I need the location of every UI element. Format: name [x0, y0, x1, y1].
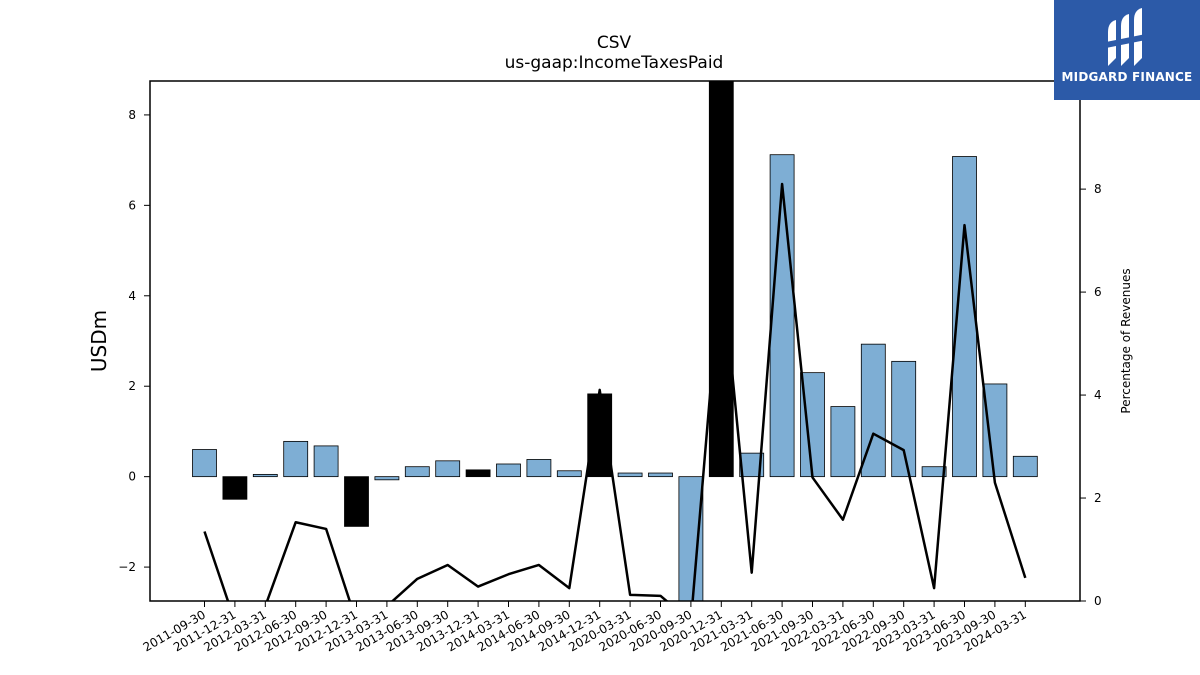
- y2tick-label: 2: [1094, 491, 1102, 505]
- bar-2013-09-30: [435, 460, 461, 478]
- bar-2012-09-30: [313, 445, 339, 478]
- bar-2020-03-31: [617, 472, 643, 478]
- bar-2011-09-30: [192, 449, 217, 478]
- bar-2014-06-30: [526, 459, 552, 478]
- midgard-logo-icon: [1106, 8, 1146, 66]
- chart-subtitle: us-gaap:IncomeTaxesPaid: [505, 53, 724, 73]
- y2-axis-ticks: 0 2 4 6 8: [1080, 182, 1102, 608]
- y-axis-label: USDm: [87, 310, 111, 372]
- bar-2012-06-30: [283, 440, 309, 478]
- y-axis-ticks: −2 0 2 4 6 8: [118, 108, 150, 574]
- ytick-label: −2: [118, 560, 136, 574]
- bars-layer: [192, 81, 1038, 601]
- brand-logo-text: MIDGARD FINANCE: [1061, 70, 1193, 84]
- line-layer: [203, 182, 1027, 601]
- bar-2014-09-30: [556, 470, 582, 478]
- ytick-label: 2: [128, 379, 136, 393]
- ytick-label: 4: [128, 289, 136, 303]
- y2tick-label: 8: [1094, 182, 1102, 196]
- bar-2011-12-31: [222, 476, 248, 500]
- bar-2022-09-30: [891, 360, 917, 478]
- ytick-label: 6: [128, 198, 136, 212]
- y2tick-label: 6: [1094, 285, 1102, 299]
- bar-2020-06-30: [648, 472, 673, 478]
- bar-2012-12-31: [344, 476, 369, 527]
- ytick-label: 8: [128, 108, 136, 122]
- bar-2013-12-31: [465, 469, 491, 478]
- bar-2014-12-31: [587, 393, 613, 478]
- y2tick-label: 0: [1094, 594, 1102, 608]
- y2tick-label: 4: [1094, 388, 1102, 402]
- percentage-line: [203, 182, 1027, 601]
- bar-2013-06-30: [404, 466, 430, 478]
- bar-2021-03-31: [739, 452, 765, 478]
- y2-axis-label: Percentage of Revenues: [1119, 268, 1133, 413]
- bar-2021-06-30: [769, 154, 795, 478]
- plot-frame: [149, 80, 1081, 602]
- ytick-label: 0: [128, 470, 136, 484]
- bar-2023-09-30: [982, 383, 1008, 478]
- bar-2023-03-31: [921, 466, 947, 478]
- bar-2022-03-31: [830, 406, 856, 478]
- x-axis-ticks: 2011-09-302011-12-312012-03-312012-06-30…: [141, 601, 1029, 654]
- chart-title: CSV: [597, 33, 632, 53]
- bar-2012-03-31: [252, 473, 278, 478]
- bar-2020-09-30: [678, 476, 704, 601]
- bar-2013-03-31: [374, 476, 400, 481]
- bar-2014-03-31: [496, 463, 521, 478]
- brand-logo: MIDGARD FINANCE: [1054, 0, 1200, 100]
- bar-2020-12-31: [708, 81, 734, 478]
- bar-2024-03-31: [1012, 455, 1038, 478]
